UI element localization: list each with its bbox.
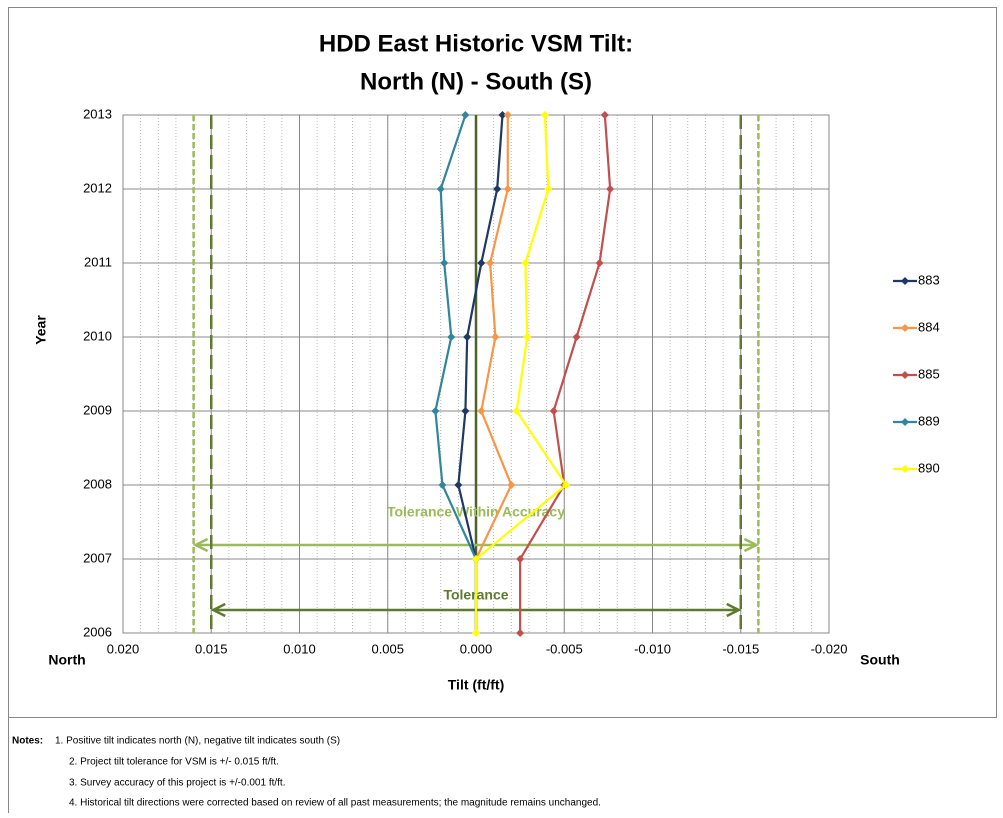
point <box>606 185 615 193</box>
x-end-label: North <box>48 652 85 668</box>
x-tick-label: 0.020 <box>107 641 140 656</box>
point <box>544 185 553 193</box>
point <box>438 481 447 489</box>
note: 4. Historical tilt directions were corre… <box>69 798 601 809</box>
y-tick-label: 2012 <box>83 180 112 195</box>
y-tick-label: 2010 <box>83 328 112 343</box>
point <box>521 259 530 267</box>
x-tick-label: 0.000 <box>460 641 493 656</box>
x-tick-label: -0.010 <box>634 641 671 656</box>
point <box>472 629 480 637</box>
legend-label: 889 <box>918 413 940 428</box>
y-tick-label: 2009 <box>83 402 112 417</box>
point <box>461 407 470 415</box>
y-tick-label: 2008 <box>83 476 112 491</box>
point <box>436 185 445 193</box>
legend-marker <box>901 324 909 332</box>
point <box>512 407 521 415</box>
point <box>472 555 480 563</box>
x-tick-label: -0.005 <box>546 641 583 656</box>
arrow-head <box>210 602 226 618</box>
legend-label: 884 <box>918 319 940 334</box>
x-axis-label: Tilt (ft/ft) <box>448 677 505 693</box>
point <box>477 259 486 267</box>
point <box>463 333 472 341</box>
point <box>549 407 558 415</box>
point <box>486 259 495 267</box>
point <box>440 259 449 267</box>
x-end-label: South <box>860 652 900 668</box>
point <box>595 259 604 267</box>
point <box>491 333 500 341</box>
point <box>523 333 532 341</box>
notes-label: Notes: <box>12 736 43 747</box>
y-tick-label: 2006 <box>83 624 112 639</box>
annotation: Tolerance Within Accuracy <box>387 504 565 520</box>
point <box>540 111 549 119</box>
point <box>461 111 470 119</box>
point <box>447 333 456 341</box>
chart-title: North (N) - South (S) <box>360 68 592 95</box>
point <box>516 629 525 637</box>
x-tick-label: -0.015 <box>722 641 759 656</box>
x-tick-label: 0.010 <box>283 641 316 656</box>
chart-title: HDD East Historic VSM Tilt: <box>319 30 633 57</box>
arrow-head <box>192 537 209 553</box>
point <box>507 481 516 489</box>
note: 1. Positive tilt indicates north (N), ne… <box>55 736 340 747</box>
y-axis-label: Year <box>33 315 49 345</box>
legend-label: 890 <box>918 460 940 475</box>
legend-marker <box>901 465 909 473</box>
arrow-head <box>743 537 760 553</box>
point <box>572 333 581 341</box>
point <box>562 481 571 489</box>
x-tick-label: 0.015 <box>195 641 228 656</box>
point <box>498 111 507 119</box>
series-line <box>519 114 612 633</box>
note: 3. Survey accuracy of this project is +/… <box>69 778 285 789</box>
point <box>600 111 609 119</box>
legend-label: 883 <box>918 272 940 287</box>
y-tick-label: 2007 <box>83 550 112 565</box>
point <box>431 407 440 415</box>
y-tick-label: 2011 <box>84 254 112 269</box>
legend-marker <box>901 418 909 426</box>
point <box>503 185 512 193</box>
legend-marker <box>901 371 909 379</box>
arrow-head <box>726 602 742 618</box>
point <box>493 185 502 193</box>
point <box>503 111 512 119</box>
x-tick-label: 0.005 <box>371 641 404 656</box>
point <box>454 481 463 489</box>
note: 2. Project tilt tolerance for VSM is +/-… <box>69 757 279 768</box>
legend-label: 885 <box>918 366 940 381</box>
point <box>477 407 486 415</box>
series-line <box>474 114 568 633</box>
legend-marker <box>901 277 909 285</box>
point <box>516 555 525 563</box>
x-tick-label: -0.020 <box>811 641 848 656</box>
y-tick-label: 2013 <box>83 106 112 121</box>
